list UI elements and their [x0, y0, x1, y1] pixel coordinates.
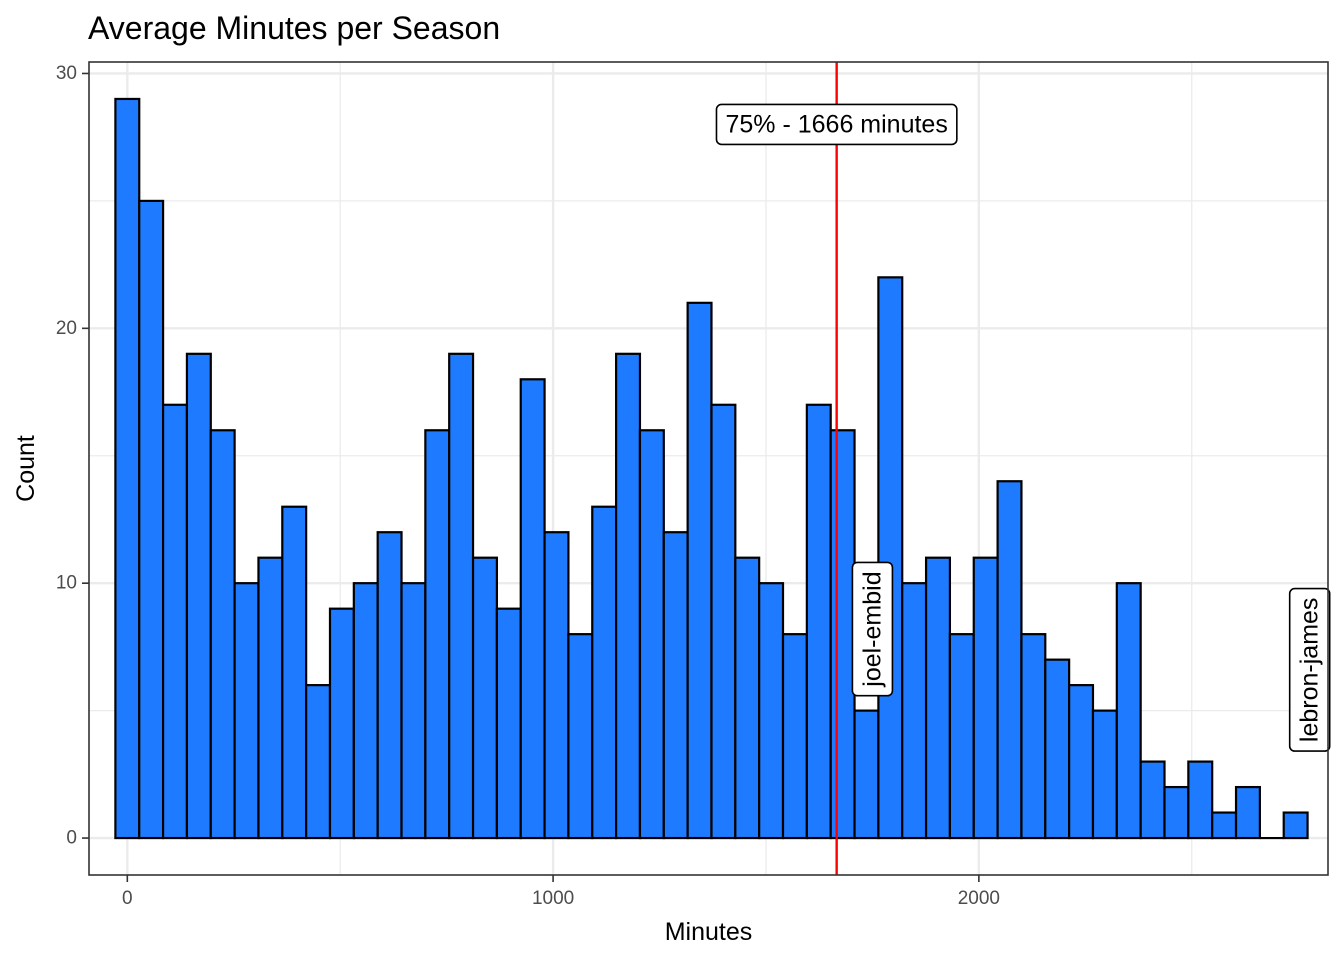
histogram-bar: [305, 684, 332, 840]
annotation-label: lebron-james: [1288, 587, 1331, 752]
annotation-text: joel-embid: [858, 571, 886, 687]
axis-ticks: 0 1000 2000 0 10 20 30: [56, 63, 1000, 909]
histogram-bar: [257, 556, 284, 840]
y-tick-label: 30: [56, 63, 77, 84]
annotation-text: 75% - 1666 minutes: [725, 110, 947, 138]
histogram-bar: [114, 97, 141, 840]
histogram-bar: [996, 480, 1023, 840]
histogram-bar: [1020, 633, 1047, 840]
chart-title: Average Minutes per Season: [88, 10, 501, 46]
x-tick-label: 1000: [532, 888, 574, 909]
y-tick-label: 0: [66, 828, 77, 849]
histogram-bar: [400, 582, 427, 840]
histogram-bar: [638, 429, 665, 840]
histogram-bar: [1163, 785, 1190, 840]
y-tick-label: 20: [56, 318, 77, 339]
histogram-bar: [1187, 760, 1214, 840]
histogram-bar: [734, 556, 761, 840]
histogram-bar: [1115, 582, 1142, 840]
histogram-bar: [924, 556, 952, 840]
histogram-bar: [233, 582, 260, 840]
histogram-bar: [591, 505, 618, 840]
histogram-bar: [615, 352, 642, 840]
histogram-bar: [352, 582, 379, 840]
histogram-bar: [853, 709, 880, 840]
annotation-box: [715, 103, 958, 146]
x-tick-label: 2000: [958, 888, 1000, 909]
histogram-bar: [758, 582, 785, 840]
annotation-box: [1288, 587, 1331, 752]
histogram-bar: [1139, 760, 1166, 840]
x-axis-title: Minutes: [665, 918, 753, 946]
histogram-bar: [1068, 684, 1095, 840]
annotation-text: lebron-james: [1296, 598, 1324, 743]
histogram-bar: [161, 403, 189, 840]
histogram-bar: [901, 582, 928, 840]
y-axis-title: Count: [12, 435, 40, 502]
histogram-bar: [1234, 785, 1261, 840]
annotation-box: [851, 561, 894, 697]
annotation-label: 75% - 1666 minutes: [715, 103, 958, 146]
annotation-label: joel-embid: [851, 561, 894, 697]
histogram-bar: [376, 531, 403, 840]
histogram-bar: [1282, 811, 1309, 840]
plot-border: [88, 61, 1329, 876]
histogram-bar: [1091, 709, 1118, 840]
histogram-bar: [662, 531, 689, 840]
histogram-bars: [114, 97, 1309, 840]
histogram-bar: [138, 199, 165, 840]
histogram-bar: [829, 429, 856, 840]
histogram-bar: [209, 429, 236, 840]
histogram-bar: [281, 505, 308, 840]
y-tick-label: 10: [56, 573, 77, 594]
histogram-bar: [328, 607, 355, 840]
histogram-bar: [519, 378, 546, 840]
histogram-bar: [185, 352, 212, 840]
x-tick-label: 0: [122, 888, 133, 909]
histogram-bar: [781, 633, 808, 840]
histogram-bar: [567, 633, 594, 840]
histogram-bar: [424, 429, 451, 840]
histogram-bar: [686, 301, 713, 840]
histogram-bar: [448, 352, 475, 840]
histogram-bar: [948, 633, 975, 840]
histogram-bar: [495, 607, 522, 840]
histogram-bar: [877, 276, 904, 840]
histogram-bar: [805, 403, 832, 840]
histogram-bar: [471, 556, 498, 840]
histogram-bar: [1044, 658, 1071, 840]
histogram-bar: [710, 403, 737, 840]
annotations: 75% - 1666 minutes joel-embid lebron-james: [715, 103, 1331, 752]
histogram-bar: [543, 531, 570, 840]
histogram-bar: [1211, 811, 1238, 840]
histogram-bar: [972, 556, 999, 840]
